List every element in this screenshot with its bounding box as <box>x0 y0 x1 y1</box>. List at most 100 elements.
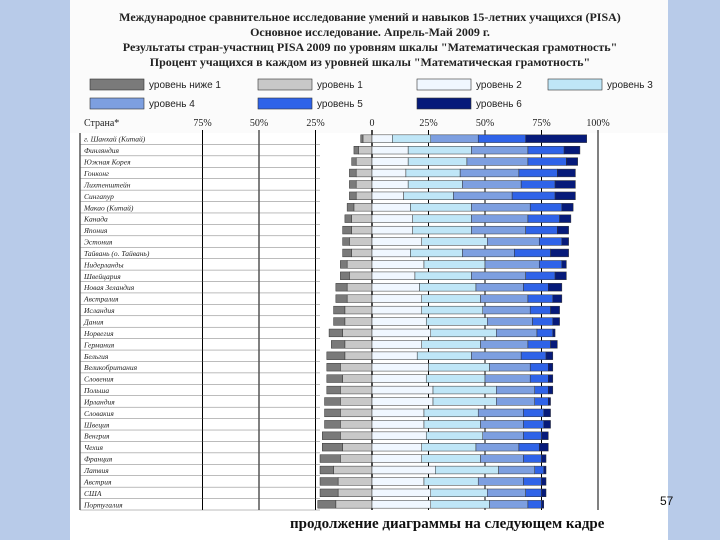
bar-level2 <box>371 248 411 258</box>
bar-level1 <box>349 237 373 246</box>
bar-level3 <box>414 271 472 280</box>
legend-label-level4: уровень 4 <box>149 99 195 110</box>
header-band <box>70 0 668 133</box>
bar-below1 <box>328 328 343 338</box>
bar-level5 <box>527 340 551 349</box>
bar-below1 <box>335 283 348 292</box>
bar-level6 <box>541 500 545 509</box>
bar-level4 <box>475 443 520 452</box>
bar-level1 <box>344 305 373 315</box>
bar-level6 <box>541 488 547 497</box>
bar-level4 <box>471 146 529 155</box>
title-line-4: Процент учащихся в каждом из уровней шка… <box>149 55 591 69</box>
bar-level4 <box>471 271 526 280</box>
bar-level1 <box>346 283 373 292</box>
category-label: Эстония <box>84 238 113 247</box>
bar-level2 <box>371 408 425 418</box>
bar-level6 <box>538 443 549 452</box>
bar-level5 <box>529 374 549 383</box>
bar-level2 <box>371 134 393 143</box>
bar-level2 <box>371 271 416 280</box>
bar-level6 <box>541 477 547 486</box>
right-blue-panel <box>668 0 720 540</box>
bar-level3 <box>412 225 472 235</box>
title-line-3: Результаты стран-участниц PISA 2009 по у… <box>122 40 618 54</box>
bar-level3 <box>407 146 472 155</box>
bar-below1 <box>319 454 341 463</box>
bar-level1 <box>351 214 373 223</box>
bar-level1 <box>344 351 373 360</box>
bar-level4 <box>477 477 524 486</box>
x-tick-label: 50% <box>476 118 494 129</box>
bar-level1 <box>340 363 373 372</box>
bar-level3 <box>423 420 481 429</box>
bar-level4 <box>471 203 531 212</box>
category-label: Бельгия <box>83 352 109 361</box>
bar-level2 <box>371 477 425 486</box>
bar-level3 <box>416 351 472 360</box>
bar-level1 <box>340 420 373 429</box>
bar-level4 <box>484 260 540 269</box>
bar-level2 <box>371 317 427 326</box>
x-tick-label: 25% <box>306 118 324 129</box>
bar-below1 <box>333 305 346 315</box>
bar-level4 <box>480 340 529 349</box>
bar-level1 <box>340 385 373 395</box>
category-label: г. Шанхай (Китай) <box>84 135 146 144</box>
bar-level3 <box>392 134 432 143</box>
category-label: Южная Корея <box>83 158 131 167</box>
bar-level6 <box>561 237 569 246</box>
x-tick-label: 75% <box>193 118 211 129</box>
bar-level6 <box>548 363 554 372</box>
bar-level3 <box>423 260 486 269</box>
bar-level4 <box>459 168 520 178</box>
bar-level6 <box>541 454 547 463</box>
bar-level1 <box>362 134 373 143</box>
bar-below1 <box>322 431 341 440</box>
category-label: Канада <box>83 215 108 224</box>
bar-level2 <box>371 443 422 452</box>
bar-level1 <box>355 168 373 178</box>
bar-level5 <box>511 191 556 200</box>
bar-level2 <box>371 397 434 406</box>
bar-level4 <box>496 385 535 395</box>
category-label: Новая Зеландия <box>83 283 135 292</box>
bar-level6 <box>561 203 574 212</box>
bar-level6 <box>554 180 576 189</box>
bar-level5 <box>520 351 547 360</box>
bar-level5 <box>529 203 563 212</box>
bar-level3 <box>412 214 472 223</box>
category-label: Макао (Китай) <box>83 203 134 212</box>
x-tick-label: 25% <box>419 118 437 129</box>
bar-level5 <box>523 408 545 418</box>
bar-level2 <box>371 260 425 269</box>
legend-label-level3: уровень 3 <box>607 80 653 91</box>
category-label: США <box>84 489 102 498</box>
bar-level6 <box>561 260 567 269</box>
bar-level4 <box>487 317 533 326</box>
legend-swatch-level6 <box>416 97 472 110</box>
bar-level1 <box>353 203 373 212</box>
bar-level3 <box>407 157 468 166</box>
bar-level1 <box>346 294 373 303</box>
bar-level1 <box>355 191 373 200</box>
left-blue-panel <box>0 0 70 540</box>
bar-level4 <box>471 225 526 235</box>
bar-level2 <box>371 374 427 383</box>
category-label: Исландия <box>83 306 115 315</box>
bar-level5 <box>527 214 560 223</box>
bar-level3 <box>432 397 497 406</box>
bar-level1 <box>351 225 373 235</box>
bar-level2 <box>371 420 425 429</box>
category-label: Норвегия <box>83 329 114 338</box>
bar-below1 <box>360 134 364 143</box>
bar-level3 <box>430 488 488 497</box>
bar-level5 <box>534 385 549 395</box>
bar-level5 <box>518 168 558 178</box>
bar-level3 <box>407 180 463 189</box>
bar-level4 <box>453 191 513 200</box>
bar-level5 <box>518 443 540 452</box>
bar-below1 <box>319 465 334 475</box>
bar-level5 <box>532 317 554 326</box>
category-label: Тайвань (о. Тайвань) <box>84 249 150 258</box>
